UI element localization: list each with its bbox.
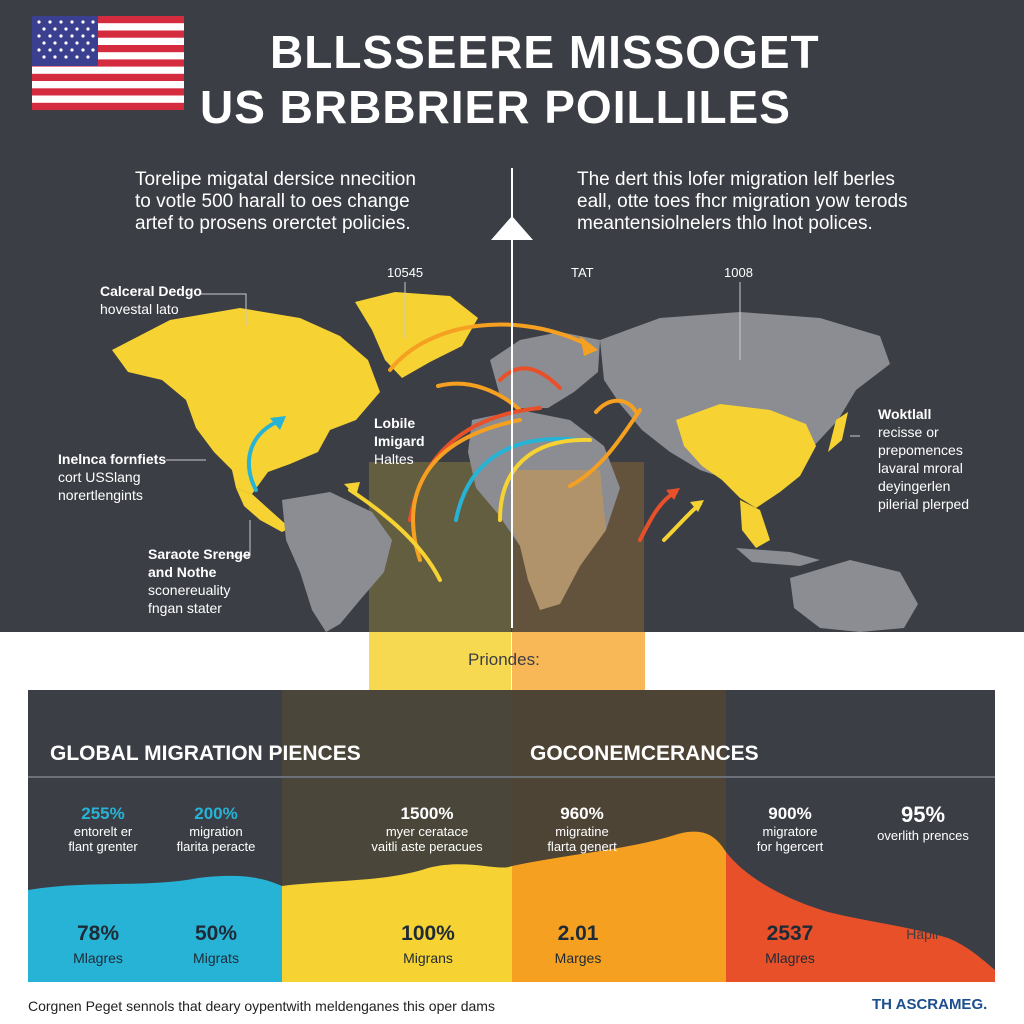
map-label-top-left: Calceral Dedgo hovestal lato	[100, 282, 202, 318]
intro-left-line: to votle 500 harall to oes change	[135, 191, 410, 212]
intro-right-line: eall, otte toes fhcr migration yow terod…	[577, 191, 908, 212]
bottom-stat-label: Mlagres	[73, 950, 123, 966]
stat-label: entorelt er	[73, 824, 133, 839]
label-sub: hovestal lato	[100, 301, 179, 317]
label-title: Inelnca fornfiets	[58, 451, 167, 467]
label-title: Lobile	[374, 415, 416, 431]
stat-card: 1500% myer ceratace vaitli aste peracues	[352, 804, 502, 854]
section-title-left: GLOBAL MIGRATION PIENCES	[50, 742, 361, 765]
section-title-right: GOCONEMCERANCES	[530, 742, 759, 765]
label-title: Woktlall	[878, 406, 932, 422]
label-sub: sconereuality	[148, 582, 231, 598]
bottom-stat-value: 2537	[766, 922, 814, 945]
stat-value: 900%	[768, 804, 812, 823]
bottom-stat: 100% Migrans	[378, 922, 478, 966]
title-line-1: BLLSSEERE MISSOGET	[270, 26, 820, 78]
stat-value: 255%	[81, 804, 125, 823]
stat-card: 95% overlith prences	[858, 802, 988, 843]
label-sub: deyingerlen	[878, 478, 951, 494]
stat-value: 95%	[900, 802, 946, 827]
header-section: BLLSSEERE MISSOGET US BRBBRIER POILLILES…	[0, 0, 1024, 632]
label-sub: norertlengints	[58, 487, 143, 503]
label-title: Calceral Dedgo	[100, 283, 202, 299]
stat-label: migration	[189, 824, 243, 839]
map-label-mid-left: Inelnca fornfiets cort USSlang norertlen…	[58, 450, 166, 504]
map-label-center: Lobile Imigard Haltes	[374, 414, 425, 468]
stat-value: 200%	[194, 804, 238, 823]
bottom-stat-label: Hapir	[906, 926, 940, 942]
timeline-axis	[511, 168, 513, 628]
axis-tick: 10545	[387, 265, 424, 280]
stat-card: 960% migratine flarta genert	[522, 804, 642, 854]
brand-logo: TH ASCRAMEG.	[872, 996, 988, 1013]
world-map	[112, 282, 918, 632]
migration-wave	[28, 831, 995, 982]
bottom-stat-value: 2.01	[557, 922, 599, 945]
label-title: and Nothe	[148, 564, 217, 580]
footer-note: Corgnen Peget sennols that deary oypentw…	[28, 998, 495, 1014]
priorities-label: Priondes:	[468, 650, 540, 669]
label-title: Imigard	[374, 433, 425, 449]
intro-right: The dert this lofer migration lelf berle…	[577, 169, 937, 235]
stat-label: migratine	[555, 824, 609, 839]
stat-card: 200% migration flarita peracte	[156, 804, 276, 854]
stat-value: 960%	[560, 804, 604, 823]
bottom-stat: 50% Migrats	[166, 922, 266, 966]
stat-card: 900% migratore for hgercert	[730, 804, 850, 854]
stat-label: flant grenter	[68, 839, 138, 854]
bottom-stat-value: 50%	[194, 922, 238, 945]
map-label-right: Woktlall recisse or prepomences lavaral …	[878, 405, 969, 513]
intro-left-line: artef to prosens orerctet policies.	[135, 213, 411, 234]
label-sub: lavaral mroral	[878, 460, 963, 476]
stat-label: myer ceratace	[385, 824, 469, 839]
stat-label: flarta genert	[547, 839, 617, 854]
bottom-stat-label: Migrans	[403, 950, 453, 966]
bottom-stat: 2.01 Marges	[528, 922, 628, 966]
title-line-2: US BRBBRIER POILLILES	[200, 81, 791, 133]
bottom-stat-label: Migrats	[193, 950, 239, 966]
bottom-stat-value: 78%	[76, 922, 120, 945]
bottom-stat-label: Marges	[554, 950, 602, 966]
bottom-stat-label: Mlagres	[765, 950, 815, 966]
label-title: Saraote Srenge	[148, 546, 251, 562]
section-divider	[28, 776, 995, 778]
arrow-up-icon	[491, 216, 533, 240]
bottom-stat: 2537 Mlagres	[740, 922, 840, 966]
stat-value: 1500%	[400, 804, 454, 823]
us-flag-icon	[32, 16, 184, 110]
label-sub: pilerial plerped	[878, 496, 970, 512]
intro-left: Torelipe migatal dersice nnecition to vo…	[135, 169, 455, 235]
label-sub: recisse or	[878, 424, 939, 440]
stat-label: flarita peracte	[176, 839, 256, 854]
axis-tick: 1008	[724, 265, 753, 280]
axis-tick: TAT	[571, 265, 594, 280]
intro-right-line: meantensiolnelers thlo lnot polices.	[577, 213, 873, 234]
intro-left-line: Torelipe migatal dersice nnecition	[135, 169, 416, 190]
stat-label: migratore	[762, 824, 818, 839]
migration-panel: GLOBAL MIGRATION PIENCES GOCONEMCERANCES…	[28, 690, 995, 982]
stat-card: 255% entorelt er flant grenter	[43, 804, 163, 854]
label-sub: prepomences	[878, 442, 963, 458]
label-sub: cort USSlang	[58, 469, 141, 485]
bottom-stat-value: 100%	[401, 922, 455, 945]
stat-label: vaitli aste peracues	[371, 839, 483, 854]
bottom-stat: 78% Mlagres	[48, 922, 148, 966]
stat-label: for hgercert	[756, 839, 824, 854]
label-sub: Haltes	[374, 451, 414, 467]
label-sub: fngan stater	[148, 600, 222, 616]
priorities-column	[369, 632, 645, 690]
map-label-low-left: Saraote Srenge and Nothe sconereuality f…	[148, 545, 251, 617]
stat-label: overlith prences	[877, 828, 969, 843]
bottom-stat: Hapir	[873, 922, 973, 942]
intro-right-line: The dert this lofer migration lelf berle…	[577, 169, 895, 190]
